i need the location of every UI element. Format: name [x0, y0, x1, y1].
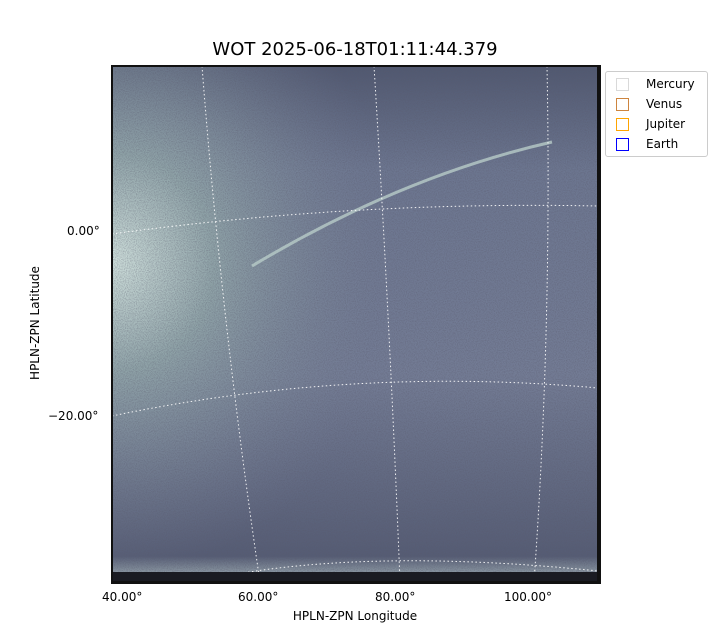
legend-item-jupiter: Jupiter — [616, 115, 685, 133]
x-tick-label: 40.00° — [102, 590, 143, 604]
x-axis-label: HPLN-ZPN Longitude — [292, 609, 418, 623]
x-tick-label: 60.00° — [238, 590, 279, 604]
legend-label: Mercury — [646, 77, 695, 91]
y-tick-label: 0.00° — [67, 224, 100, 238]
legend-swatch — [616, 117, 629, 131]
legend-label: Jupiter — [646, 117, 686, 131]
legend-label: Venus — [646, 97, 683, 111]
legend-swatch — [616, 137, 629, 151]
x-tick-label: 80.00° — [375, 590, 416, 604]
legend-label: Earth — [646, 137, 679, 151]
image-plot-area — [112, 66, 598, 582]
legend-item-venus: Venus — [616, 95, 682, 113]
chart-title: WOT 2025-06-18T01:11:44.379 — [212, 39, 498, 60]
legend-swatch — [616, 97, 629, 111]
image-canvas — [112, 66, 598, 582]
legend: Mercury Venus Jupiter Earth — [605, 71, 708, 157]
legend-swatch — [616, 77, 629, 91]
x-tick-label: 100.00° — [504, 590, 552, 604]
legend-item-mercury: Mercury — [616, 75, 695, 93]
legend-item-earth: Earth — [616, 135, 678, 153]
y-axis-label: HPLN-ZPN Latitude — [28, 266, 42, 380]
y-tick-label: −20.00° — [48, 409, 99, 423]
streak — [251, 140, 553, 268]
